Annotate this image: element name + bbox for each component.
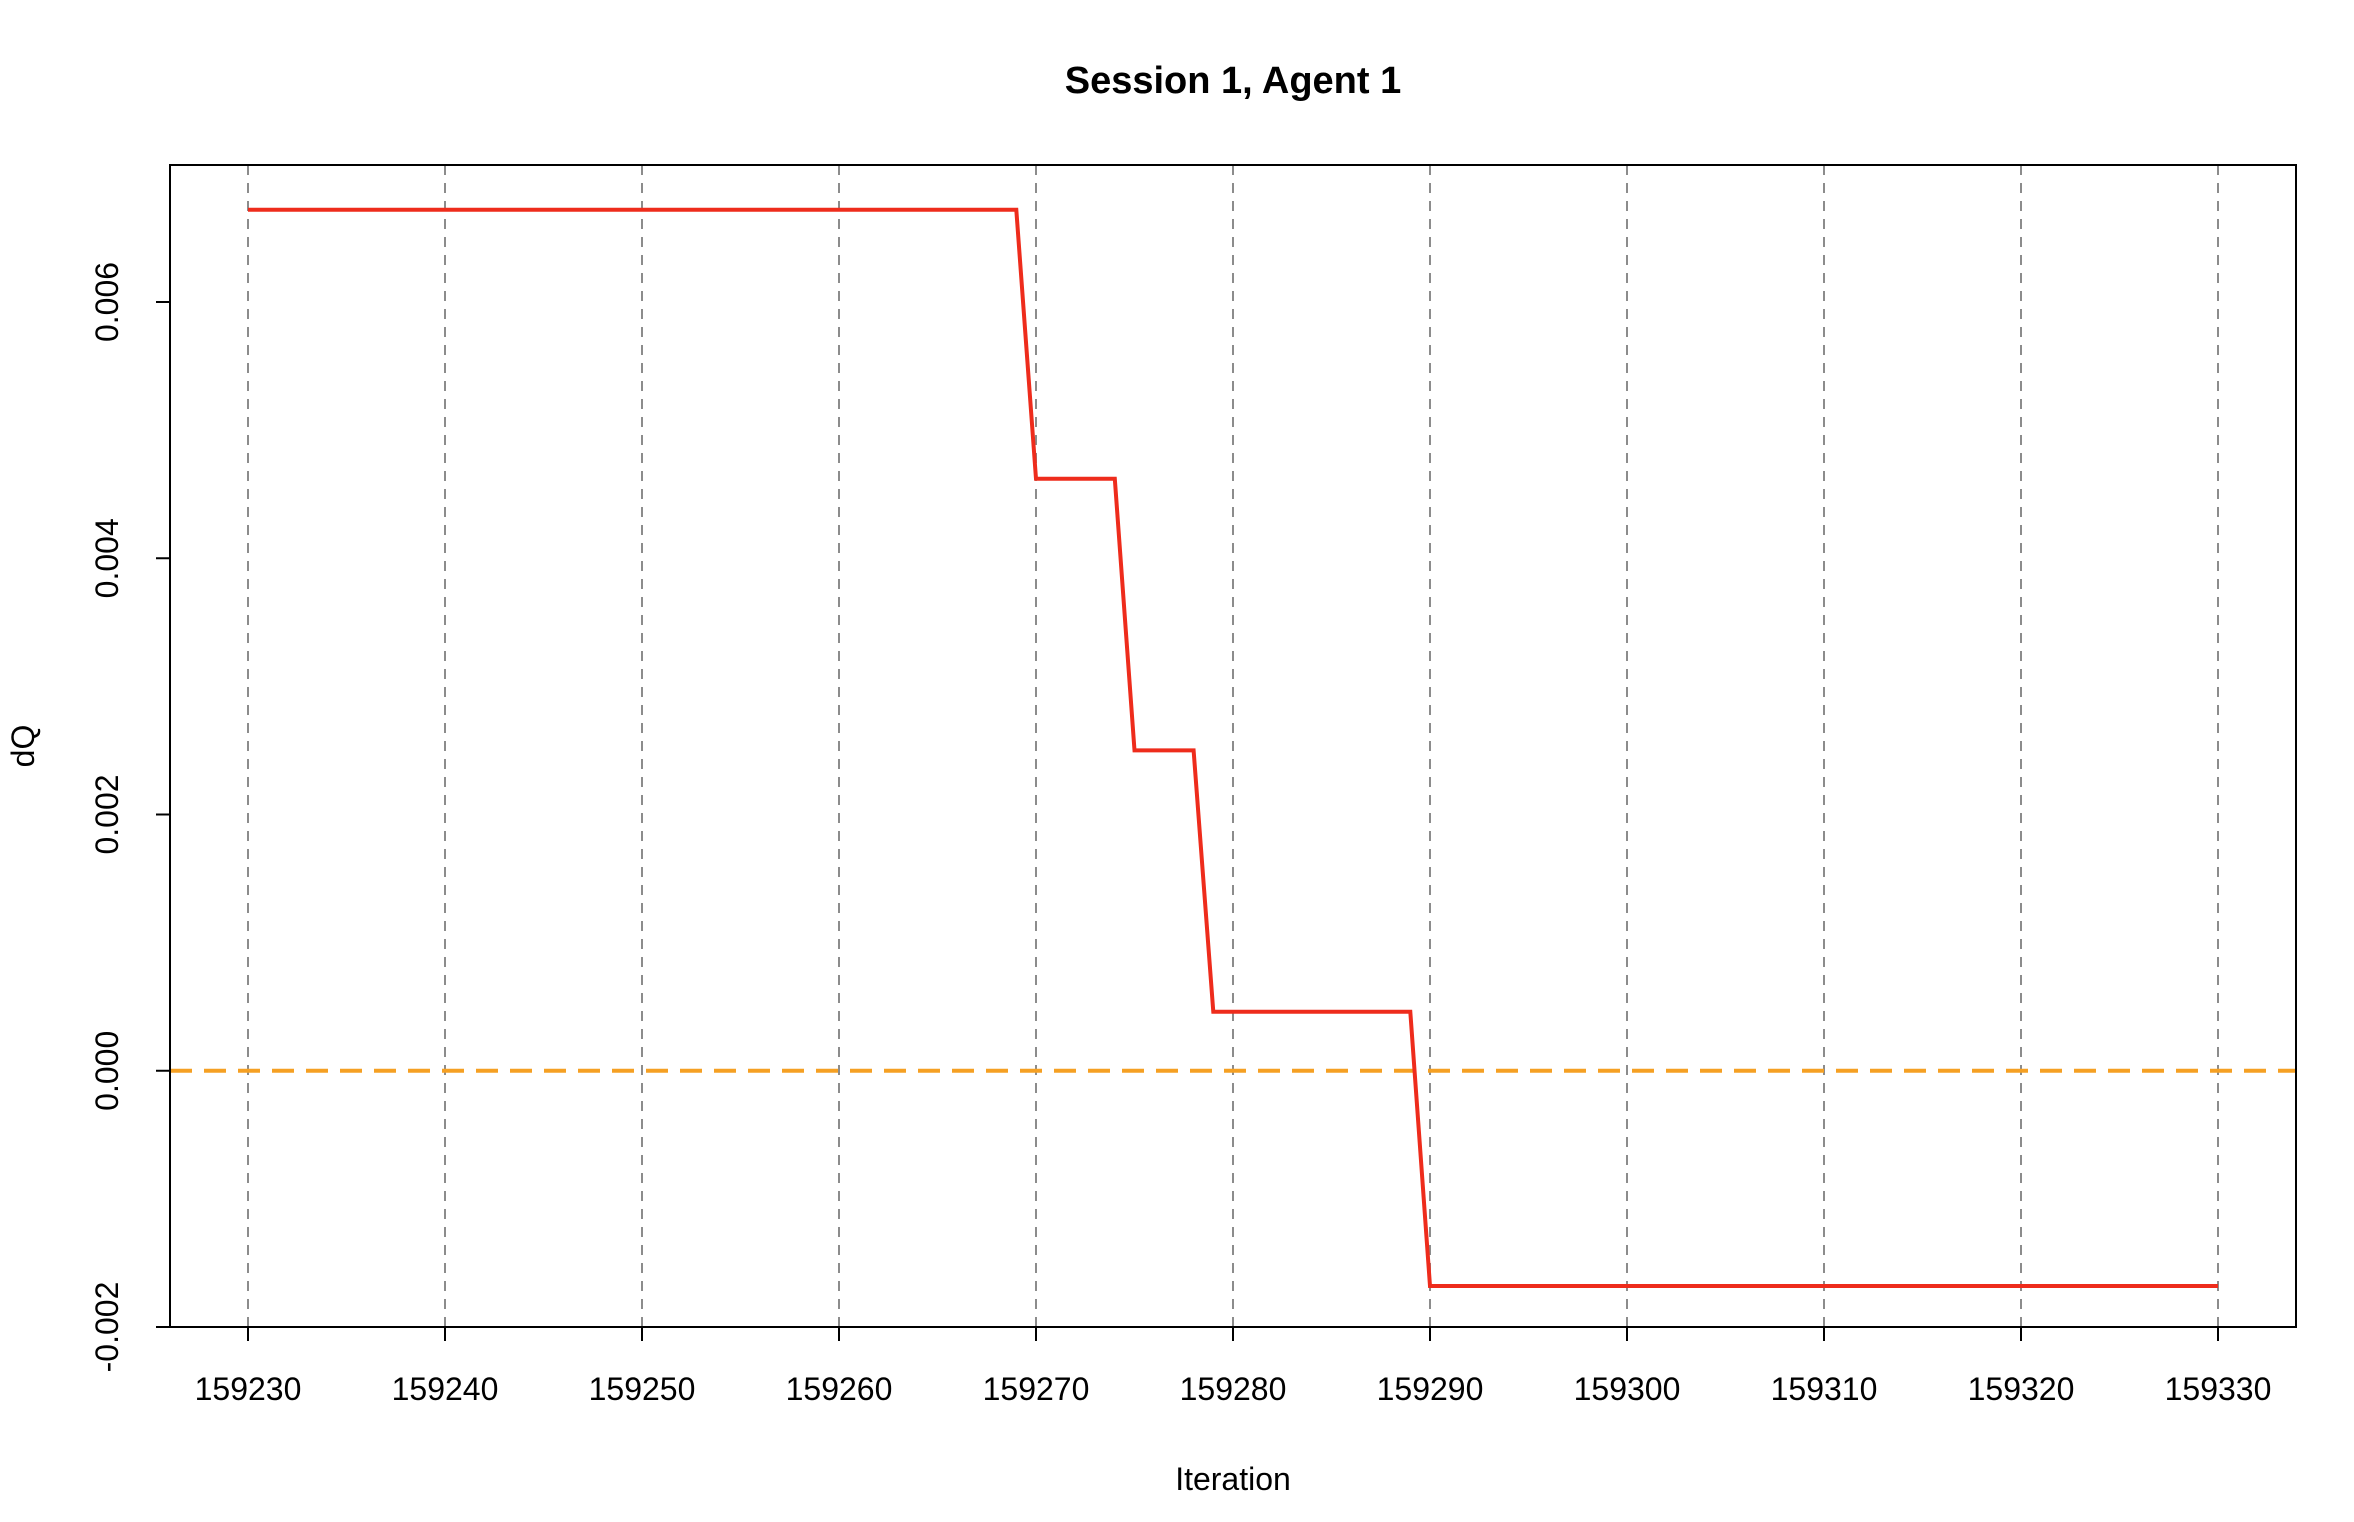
y-axis-label: dQ [5, 725, 41, 768]
x-tick-label: 159290 [1377, 1371, 1484, 1407]
x-tick-label: 159280 [1180, 1371, 1287, 1407]
x-tick-label: 159300 [1574, 1371, 1681, 1407]
x-tick-label: 159240 [392, 1371, 499, 1407]
y-tick-label: 0.004 [89, 518, 125, 598]
x-tick-label: 159320 [1968, 1371, 2075, 1407]
x-axis-label: Iteration [1175, 1461, 1291, 1497]
series-layer [248, 207, 2218, 1288]
x-tick-label: 159310 [1771, 1371, 1878, 1407]
x-tick-label: 159270 [983, 1371, 1090, 1407]
y-tick-label: 0.002 [89, 774, 125, 854]
x-tick-label: 159230 [195, 1371, 302, 1407]
grid-lines [247, 165, 2219, 1327]
y-tick-label: 0.006 [89, 262, 125, 342]
y-tick-label: 0.000 [89, 1031, 125, 1111]
series-line-0 [248, 207, 2218, 1288]
y-axis: -0.002 0.000 0.002 0.004 0.006 [89, 262, 171, 1373]
x-tick-label: 159330 [2165, 1371, 2272, 1407]
y-tick-label: -0.002 [89, 1282, 125, 1373]
x-tick-label: 159250 [589, 1371, 696, 1407]
x-axis: 159230 159240 159250 159260 159270 159280 1592… [195, 1326, 2272, 1407]
chart-title: Session 1, Agent 1 [1065, 60, 1401, 102]
x-tick-label: 159260 [786, 1371, 893, 1407]
